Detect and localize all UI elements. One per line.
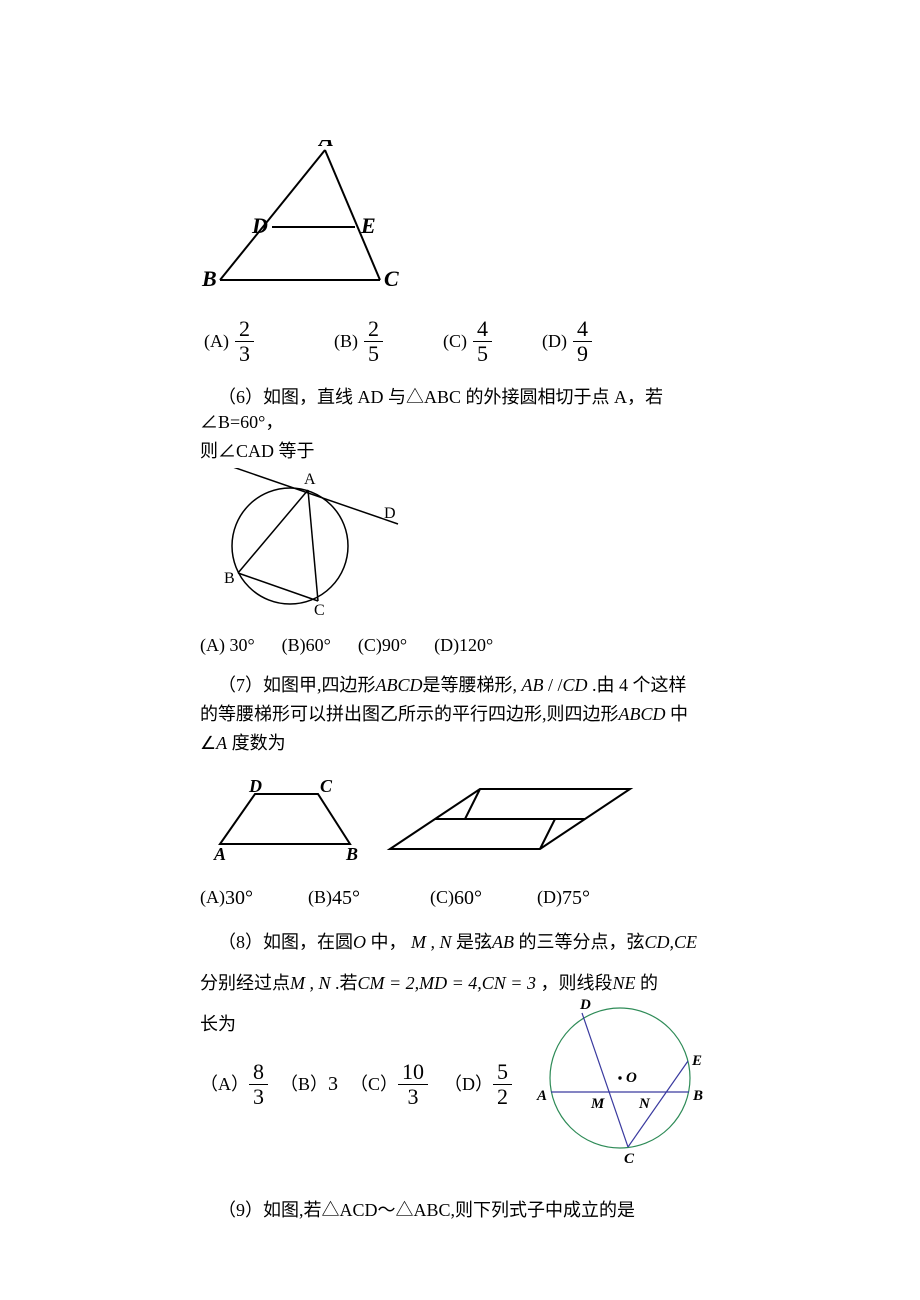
q8-choice-C-frac: 103 bbox=[398, 1060, 428, 1109]
q8-t2-NE: NE bbox=[612, 973, 635, 993]
q8-t1-MN: M , N bbox=[411, 932, 452, 952]
q7-t2-b: 中 bbox=[666, 704, 689, 724]
svg-text:C: C bbox=[624, 1151, 635, 1167]
q7-t3-A: A bbox=[216, 733, 227, 753]
q6-figure: A B C D bbox=[200, 468, 720, 625]
q7-choice-B-value: 45° bbox=[332, 884, 360, 912]
svg-text:C: C bbox=[320, 776, 333, 796]
svg-text:B: B bbox=[224, 570, 235, 587]
q5-triangle-svg: A B C D E bbox=[200, 140, 410, 300]
q7-t2-a: 的等腰梯形可以拼出图乙所示的平行四边形,则四边形 bbox=[200, 704, 619, 724]
q7-t1-cd: CD bbox=[563, 675, 588, 695]
q8-t1-d: 的三等分点，弦 bbox=[514, 932, 645, 952]
svg-text:A: A bbox=[213, 844, 226, 864]
svg-text:C: C bbox=[314, 602, 325, 618]
q7-t1-b: 是等腰梯形, bbox=[423, 675, 522, 695]
svg-text:E: E bbox=[691, 1053, 702, 1069]
q5-choice-D-frac: 49 bbox=[573, 317, 592, 366]
q8-t1-a: （8）如图，在圆 bbox=[218, 932, 353, 952]
q7-choice-B-label: (B) bbox=[308, 885, 332, 910]
q7-choice-C-value: 60° bbox=[454, 884, 482, 912]
q7-t1-c: .由 4 个这样 bbox=[588, 675, 687, 695]
q5-choice-B-label: (B) bbox=[334, 329, 358, 354]
q8-choice-D-label: （D） bbox=[444, 1072, 493, 1097]
q7-choices: (A) 30° (B) 45° (C) 60° (D) 75° bbox=[200, 884, 720, 912]
q8-t1-AB: AB bbox=[492, 932, 514, 952]
svg-text:C: C bbox=[384, 266, 399, 291]
q5-choice-A-frac: 23 bbox=[235, 317, 254, 366]
q7-t3-b: 度数为 bbox=[227, 733, 286, 753]
q9-text: （9）如图,若△ACD～△ABC,则下列式子中成立的是 bbox=[200, 1198, 720, 1223]
q7-t1-abcd: ABCD bbox=[376, 675, 423, 695]
q6-circle-svg: A B C D bbox=[200, 468, 410, 618]
q5-choice-B-frac: 25 bbox=[364, 317, 383, 366]
q8-t2-eq: CM = 2,MD = 4,CN = 3 bbox=[358, 973, 536, 993]
q5-choice-C-frac: 45 bbox=[473, 317, 492, 366]
q8-text-2: 分别经过点M , N .若CM = 2,MD = 4,CN = 3 ，则线段NE… bbox=[200, 971, 720, 996]
q7-t3-a: ∠ bbox=[200, 733, 216, 753]
q7-choice-D-value: 75° bbox=[562, 884, 590, 912]
svg-text:D: D bbox=[251, 213, 268, 238]
q8-circle-svg: A B M N C D E O bbox=[520, 998, 720, 1168]
q7-t1-ab: AB bbox=[522, 675, 544, 695]
q5-choice-C-label: (C) bbox=[443, 329, 467, 354]
q8-choice-A-frac: 83 bbox=[249, 1060, 268, 1109]
svg-text:A: A bbox=[536, 1088, 547, 1104]
svg-text:N: N bbox=[638, 1096, 651, 1112]
q8-t2-a: 分别经过点 bbox=[200, 973, 290, 993]
q8-choice-A-label: （A） bbox=[200, 1072, 249, 1097]
svg-text:A: A bbox=[304, 471, 316, 488]
q8-text-3: 长为 bbox=[200, 1012, 520, 1037]
q6-text-2: 则∠CAD 等于 bbox=[200, 439, 720, 464]
q8-t2-d: 的 bbox=[635, 973, 658, 993]
q7-text-2: 的等腰梯形可以拼出图乙所示的平行四边形,则四边形ABCD 中 bbox=[200, 702, 720, 727]
q8-choice-B-value: 3 bbox=[328, 1070, 338, 1098]
q6-text-1: （6）如图，直线 AD 与△ABC 的外接圆相切于点 A，若∠B=60°， bbox=[200, 385, 720, 435]
q5-figure: A B C D E bbox=[200, 140, 720, 307]
q8-choice-C-label: （C） bbox=[350, 1072, 398, 1097]
svg-text:D: D bbox=[248, 776, 262, 796]
q7-t1-par: / / bbox=[544, 675, 563, 695]
q7-choice-C-label: (C) bbox=[430, 885, 454, 910]
q7-text-1: （7）如图甲,四边形ABCD是等腰梯形, AB / /CD .由 4 个这样 bbox=[200, 673, 720, 698]
svg-text:D: D bbox=[384, 505, 396, 522]
q8-choices: （A）83 （B）3 （C）103 （D）52 bbox=[200, 1060, 520, 1109]
q8-t1-c: 是弦 bbox=[452, 932, 493, 952]
svg-text:B: B bbox=[692, 1088, 703, 1104]
q7-trapezoid-svg: A B C D bbox=[200, 774, 370, 864]
q6-choices: (A) 30° (B)60° (C)90° (D)120° bbox=[200, 633, 720, 658]
q7-choice-D-label: (D) bbox=[537, 885, 562, 910]
q7-choice-A-value: 30° bbox=[225, 884, 253, 912]
q8-t2-c: ，则线段 bbox=[536, 973, 613, 993]
q7-text-3: ∠A 度数为 bbox=[200, 731, 720, 756]
q5-choice-A-label: (A) bbox=[204, 329, 229, 354]
svg-text:O: O bbox=[626, 1070, 637, 1086]
svg-text:A: A bbox=[317, 140, 334, 151]
q8-choice-B-label: （B） bbox=[280, 1072, 328, 1097]
q7-parallelogram-svg bbox=[370, 779, 650, 864]
q8-row: 长为 （A）83（B）3（C）103（D）52 ABMNCDEO bbox=[200, 1008, 720, 1168]
q7-t2-abcd: ABCD bbox=[619, 704, 666, 724]
svg-text:D: D bbox=[579, 998, 591, 1013]
q6-choices-text: (A) 30° (B)60° (C)90° (D)120° bbox=[200, 635, 493, 655]
q8-t1-CDCE: CD,CE bbox=[645, 932, 698, 952]
q5-choice-D-label: (D) bbox=[542, 329, 567, 354]
svg-text:B: B bbox=[201, 266, 217, 291]
q7-choice-A-label: (A) bbox=[200, 885, 225, 910]
q8-t2-MN: M , N bbox=[290, 973, 331, 993]
q8-choice-D-frac: 52 bbox=[493, 1060, 512, 1109]
q8-t1-O: O bbox=[353, 932, 366, 952]
q5-choices: (A)23 (B)25 (C)45 (D)49 bbox=[200, 317, 720, 366]
q7-figures: A B C D bbox=[200, 774, 720, 864]
q8-text-1: （8）如图，在圆O 中， M , N 是弦AB 的三等分点，弦CD,CE bbox=[200, 930, 720, 955]
svg-text:B: B bbox=[345, 844, 358, 864]
q8-t1-b: 中， bbox=[366, 932, 411, 952]
svg-text:M: M bbox=[590, 1096, 605, 1112]
svg-text:E: E bbox=[360, 213, 376, 238]
q8-t2-b: .若 bbox=[331, 973, 358, 993]
q7-t1-a: （7）如图甲,四边形 bbox=[218, 675, 376, 695]
